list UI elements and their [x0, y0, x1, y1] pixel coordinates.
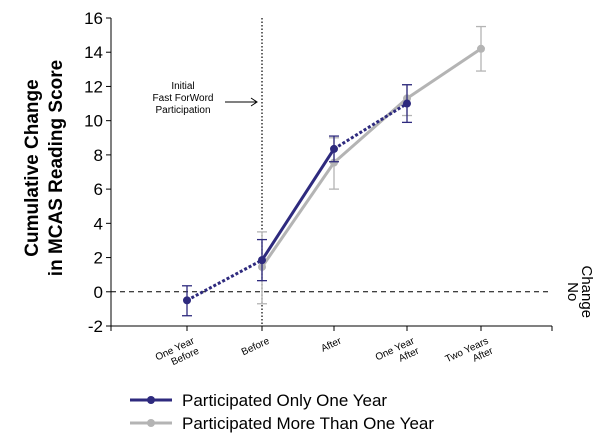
legend: Participated Only One Year Participated M…: [130, 391, 434, 433]
y-tick-label: 12: [84, 77, 103, 96]
x-tick-label: One YearBefore: [154, 335, 202, 373]
y-tick-label: 14: [84, 43, 103, 62]
y-tick-label: -2: [88, 317, 103, 336]
x-tick-label: After: [319, 335, 343, 354]
legend-swatch-marker: [147, 419, 155, 427]
y-tick-labels: -2 0 2 4 6 8 10 12 14 16: [84, 9, 103, 336]
y-axis-label: Cumulative Change in MCAS Reading Score: [22, 60, 67, 276]
legend-item-0: Participated Only One Year: [130, 391, 387, 410]
y-axis-label-line: in MCAS Reading Score: [46, 60, 67, 276]
reference-label-line: Change: [578, 266, 595, 319]
data-point: [403, 99, 411, 108]
reference-lines: [111, 18, 552, 326]
x-tick-label: Before: [240, 336, 272, 359]
series-line-segment: [406, 47, 482, 100]
legend-label: Participated More Than One Year: [182, 414, 434, 433]
x-tick-label: One YearAfter: [374, 335, 422, 373]
y-tick-label: 6: [94, 180, 103, 199]
series-line-segment: [333, 102, 408, 151]
data-point: [477, 44, 485, 53]
axes: [106, 17, 553, 331]
y-axis-label-line: Cumulative Change: [22, 79, 43, 256]
data-point: [330, 144, 338, 153]
legend-item-1: Participated More Than One Year: [130, 414, 434, 433]
y-tick-label: 8: [94, 146, 103, 165]
data-point: [258, 256, 266, 265]
legend-swatch-marker: [147, 396, 155, 404]
series-line-segment: [260, 161, 336, 268]
reference-label-line: No: [564, 282, 581, 301]
series-line-segment: [333, 97, 408, 164]
data-point: [183, 296, 191, 305]
data-point: [330, 158, 338, 167]
annotation-line: Participation: [155, 105, 210, 116]
annotation-line: Initial: [171, 81, 194, 92]
series-0: [182, 84, 412, 317]
y-tick-label: 10: [84, 112, 103, 131]
y-tick-label: 4: [94, 214, 103, 233]
y-tick-label: 16: [84, 9, 103, 28]
series: [182, 25, 486, 317]
legend-label: Participated Only One Year: [182, 391, 387, 410]
series-line-segment: [186, 258, 263, 302]
y-tick-label: 2: [94, 249, 103, 268]
series-line-segment: [260, 148, 336, 261]
annotation-line: Fast ForWord: [153, 93, 214, 104]
series-1: [257, 25, 486, 305]
x-tick-labels: One YearBefore Before After One YearAfter Tw…: [154, 335, 496, 375]
y-tick-label: 0: [94, 283, 103, 302]
x-tick-label: Two YearsAfter: [444, 335, 496, 375]
annotation-arrowhead: [250, 97, 258, 107]
